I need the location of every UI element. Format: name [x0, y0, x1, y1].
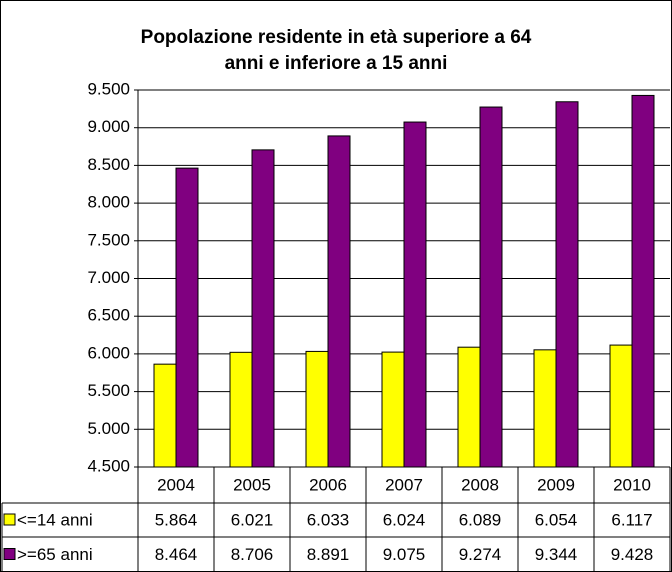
- y-tick-label: 4.500: [87, 456, 130, 475]
- bar: [533, 349, 557, 468]
- y-tick-label: 9.500: [87, 79, 130, 98]
- bar: [381, 351, 405, 468]
- table-value: 8.706: [231, 545, 274, 564]
- x-tick-label: 2005: [233, 475, 271, 494]
- y-tick-label: 6.000: [87, 343, 130, 362]
- table-value: 6.021: [231, 510, 274, 529]
- bar: [479, 106, 503, 468]
- bar: [305, 350, 329, 468]
- x-tick-label: 2004: [157, 475, 195, 494]
- y-tick-label: 8.000: [87, 193, 130, 212]
- chart-title: anni e inferiore a 15 anni: [225, 53, 448, 74]
- x-tick-label: 2010: [613, 475, 651, 494]
- bar: [631, 94, 655, 468]
- y-tick-label: 9.000: [87, 117, 130, 136]
- table-value: 9.428: [611, 545, 654, 564]
- bar: [609, 344, 633, 468]
- table-value: 5.864: [155, 510, 198, 529]
- legend-label: >=65 anni: [17, 545, 93, 564]
- table-value: 9.274: [459, 545, 502, 564]
- legend-swatch: [3, 548, 16, 560]
- y-tick-label: 8.500: [87, 155, 130, 174]
- table-value: 6.117: [611, 510, 652, 529]
- x-tick-label: 2008: [461, 475, 499, 494]
- y-tick-label: 7.000: [87, 268, 130, 287]
- x-tick-label: 2006: [309, 475, 347, 494]
- x-tick-label: 2009: [537, 475, 575, 494]
- bar: [403, 121, 427, 468]
- table-value: 6.024: [383, 510, 426, 529]
- y-tick-label: 5.500: [87, 381, 130, 400]
- chart-title: Popolazione residente in età superiore a…: [141, 27, 532, 48]
- bar: [153, 363, 177, 468]
- table-value: 9.075: [383, 545, 426, 564]
- y-tick-label: 5.000: [87, 419, 130, 438]
- table-value: 9.344: [535, 545, 578, 564]
- table-value: 8.464: [155, 545, 198, 564]
- legend-swatch: [3, 513, 16, 526]
- x-tick-label: 2007: [385, 475, 423, 494]
- bar: [327, 135, 351, 468]
- y-tick-label: 7.500: [87, 230, 130, 249]
- bar: [251, 149, 275, 468]
- y-tick-label: 6.500: [87, 306, 130, 325]
- bar: [175, 167, 199, 468]
- table-value: 6.089: [459, 510, 502, 529]
- table-value: 6.054: [535, 510, 578, 529]
- table-value: 6.033: [307, 510, 350, 529]
- bar: [229, 351, 253, 468]
- table-value: 8.891: [307, 545, 350, 564]
- legend-label: <=14 anni: [17, 510, 93, 529]
- bar: [555, 101, 579, 468]
- bar: [457, 346, 481, 468]
